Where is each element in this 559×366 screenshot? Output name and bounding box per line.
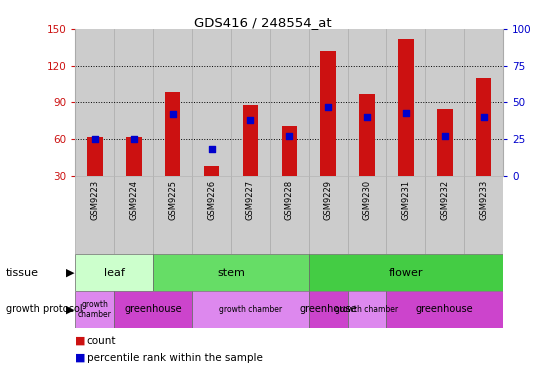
Bar <box>270 29 309 176</box>
Bar <box>75 29 115 176</box>
Bar <box>192 291 309 328</box>
Point <box>246 117 255 123</box>
Point <box>129 136 138 142</box>
Text: ▶: ▶ <box>66 304 74 314</box>
Bar <box>386 176 425 254</box>
Point <box>168 111 177 117</box>
Text: GSM9225: GSM9225 <box>168 180 177 220</box>
Bar <box>398 39 414 176</box>
Text: GDS416 / 248554_at: GDS416 / 248554_at <box>194 16 331 30</box>
Point <box>207 146 216 152</box>
Text: GSM9228: GSM9228 <box>285 180 294 220</box>
Text: GSM9227: GSM9227 <box>246 180 255 220</box>
Point <box>91 136 100 142</box>
Text: tissue: tissue <box>6 268 39 278</box>
Bar <box>320 51 336 176</box>
Bar <box>476 78 491 176</box>
Bar <box>75 254 153 291</box>
Bar <box>309 254 503 291</box>
Bar <box>464 176 503 254</box>
Point <box>401 110 410 116</box>
Bar <box>231 29 270 176</box>
Bar <box>126 137 141 176</box>
Text: count: count <box>87 336 116 346</box>
Point <box>440 133 449 139</box>
Bar <box>203 166 219 176</box>
Bar <box>153 176 192 254</box>
Bar <box>75 291 115 328</box>
Text: stem: stem <box>217 268 245 278</box>
Text: flower: flower <box>389 268 423 278</box>
Bar <box>153 254 309 291</box>
Text: GSM9232: GSM9232 <box>440 180 449 220</box>
Bar <box>282 126 297 176</box>
Text: GSM9226: GSM9226 <box>207 180 216 220</box>
Bar <box>231 176 270 254</box>
Bar <box>192 176 231 254</box>
Text: growth chamber: growth chamber <box>335 305 399 314</box>
Bar <box>464 29 503 176</box>
Bar <box>359 94 375 176</box>
Bar <box>348 291 386 328</box>
Text: growth protocol: growth protocol <box>6 304 82 314</box>
Point <box>363 114 372 120</box>
Bar <box>437 109 453 176</box>
Bar <box>115 291 192 328</box>
Bar <box>425 176 464 254</box>
Bar <box>243 105 258 176</box>
Text: GSM9233: GSM9233 <box>479 180 488 220</box>
Point <box>324 104 333 110</box>
Text: greenhouse: greenhouse <box>416 304 473 314</box>
Bar <box>115 29 153 176</box>
Bar <box>87 137 103 176</box>
Text: GSM9224: GSM9224 <box>129 180 138 220</box>
Text: leaf: leaf <box>104 268 125 278</box>
Text: greenhouse: greenhouse <box>125 304 182 314</box>
Bar <box>75 176 115 254</box>
Text: greenhouse: greenhouse <box>300 304 357 314</box>
Bar <box>153 29 192 176</box>
Bar <box>309 176 348 254</box>
Bar <box>386 29 425 176</box>
Bar <box>270 176 309 254</box>
Text: GSM9231: GSM9231 <box>401 180 410 220</box>
Text: GSM9230: GSM9230 <box>363 180 372 220</box>
Text: GSM9229: GSM9229 <box>324 180 333 220</box>
Text: GSM9223: GSM9223 <box>91 180 100 220</box>
Bar <box>192 29 231 176</box>
Bar <box>165 92 181 176</box>
Bar <box>309 291 348 328</box>
Bar <box>115 176 153 254</box>
Bar <box>386 291 503 328</box>
Text: percentile rank within the sample: percentile rank within the sample <box>87 353 263 363</box>
Text: growth chamber: growth chamber <box>219 305 282 314</box>
Point <box>285 133 294 139</box>
Bar <box>425 29 464 176</box>
Point <box>479 114 488 120</box>
Bar <box>348 176 386 254</box>
Text: growth
chamber: growth chamber <box>78 299 112 319</box>
Text: ■: ■ <box>75 336 86 346</box>
Text: ■: ■ <box>75 353 86 363</box>
Bar <box>309 29 348 176</box>
Bar <box>348 29 386 176</box>
Text: ▶: ▶ <box>66 268 74 278</box>
